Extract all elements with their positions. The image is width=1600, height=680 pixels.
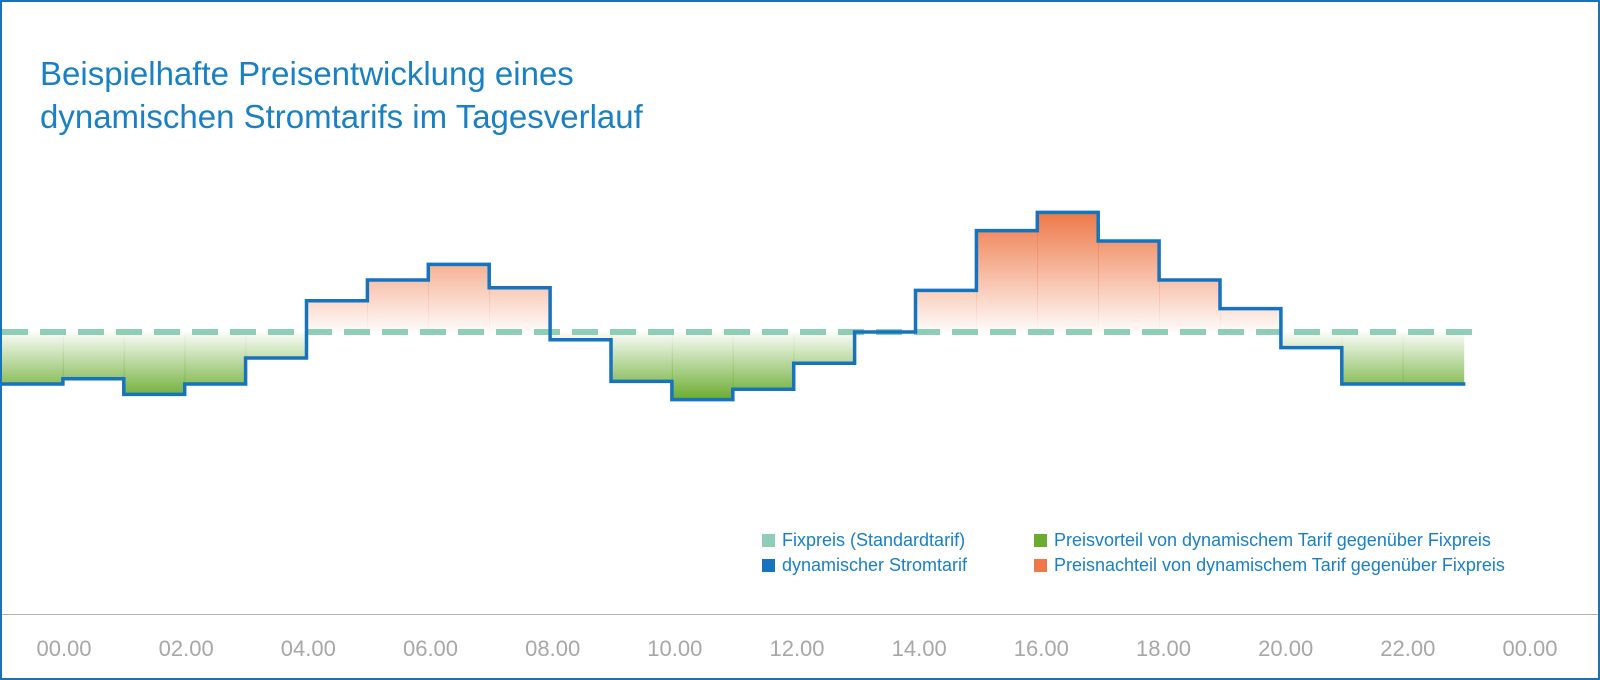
x-tick-label: 18.00	[1135, 636, 1192, 661]
x-tick-label: 06.00	[402, 636, 459, 661]
legend-label-vorteil: Preisvorteil von dynamischem Tarif gegen…	[1054, 530, 1491, 550]
difference-areas	[2, 212, 1465, 400]
legend-swatch-vorteil	[1034, 534, 1047, 547]
legend-swatch-dynamisch	[762, 559, 775, 572]
price-disadvantage-area	[976, 230, 1038, 332]
price-advantage-area	[62, 332, 125, 379]
price-disadvantage-area	[915, 290, 977, 332]
x-tick-label: 04.00	[280, 636, 336, 661]
price-advantage-area	[184, 332, 247, 384]
x-tick-label: 08.00	[525, 636, 581, 661]
x-tick-label: 14.00	[891, 636, 947, 661]
legend-swatch-fixpreis	[762, 534, 775, 547]
price-advantage-area	[245, 332, 308, 358]
price-advantage-area	[1280, 332, 1343, 348]
x-tick-label: 20.00	[1258, 636, 1314, 661]
x-tick-label: 16.00	[1013, 636, 1069, 661]
dynamischer-stromtarif-line	[2, 210, 1466, 402]
price-disadvantage-area	[1159, 280, 1221, 332]
x-axis: 00.00 02.00 04.00 06.00 08.00 10.00 12.00 14.00…	[2, 636, 1598, 666]
chart-title: Beispielhafte Preisentwicklung eines dyn…	[40, 52, 643, 138]
price-advantage-area	[123, 332, 186, 395]
price-advantage-area	[1402, 332, 1465, 384]
chart-title-line-1: Beispielhafte Preisentwicklung eines	[40, 55, 574, 92]
x-tick-label: 00.00	[1502, 636, 1558, 661]
price-disadvantage-area	[306, 300, 368, 332]
legend-swatch-nachteil	[1034, 559, 1047, 572]
x-tick-label: 12.00	[769, 636, 825, 661]
price-disadvantage-area	[367, 280, 429, 332]
price-advantage-area	[793, 332, 856, 364]
price-disadvantage-area	[428, 264, 490, 332]
price-disadvantage-area	[1037, 212, 1099, 332]
legend-label-fixpreis: Fixpreis (Standardtarif)	[782, 530, 966, 550]
legend-label-dynamisch: dynamischer Stromtarif	[782, 555, 968, 575]
price-advantage-area	[611, 332, 673, 382]
legend-item-fixpreis: Fixpreis (Standardtarif)	[762, 530, 1034, 551]
price-advantage-area	[732, 332, 795, 390]
chart-title-line-2: dynamischen Stromtarifs im Tagesverlauf	[40, 98, 643, 135]
legend-item-nachteil: Preisnachteil von dynamischem Tarif gege…	[1034, 555, 1505, 576]
price-disadvantage-area	[1098, 241, 1160, 332]
x-tick-label: 22.00	[1380, 636, 1436, 661]
price-chart	[2, 210, 1484, 402]
x-tick-label: 00.00	[36, 636, 92, 661]
legend-item-dynamisch: dynamischer Stromtarif	[762, 555, 1034, 576]
x-tick-label: 02.00	[158, 636, 214, 661]
legend: Fixpreis (Standardtarif) Preisvorteil vo…	[762, 530, 1505, 576]
x-tick-label: 10.00	[647, 636, 703, 661]
price-disadvantage-area	[1220, 308, 1282, 332]
legend-item-vorteil: Preisvorteil von dynamischem Tarif gegen…	[1034, 530, 1505, 551]
price-advantage-area	[550, 332, 612, 340]
price-advantage-area	[1341, 332, 1404, 384]
legend-label-nachteil: Preisnachteil von dynamischem Tarif gege…	[1054, 555, 1505, 575]
price-advantage-area	[671, 332, 734, 400]
price-advantage-area	[2, 332, 64, 384]
x-axis-line	[2, 614, 1598, 615]
price-disadvantage-area	[489, 287, 551, 332]
